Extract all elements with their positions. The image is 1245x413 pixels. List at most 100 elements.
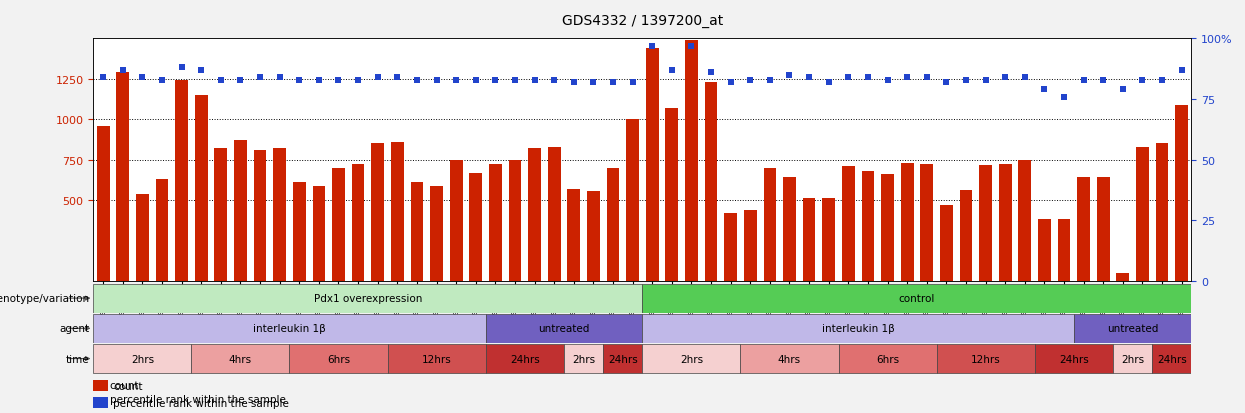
Bar	[642, 314, 1073, 343]
Bar	[274, 149, 286, 281]
Point	[1152, 77, 1172, 84]
Point	[505, 77, 525, 84]
Point	[93, 75, 113, 81]
Point	[976, 77, 996, 84]
Point	[584, 79, 604, 86]
Bar	[901, 164, 914, 281]
Text: 12hrs: 12hrs	[971, 354, 1001, 364]
Bar	[745, 210, 757, 281]
Point	[230, 77, 250, 84]
Point	[564, 79, 584, 86]
Text: 24hrs: 24hrs	[1059, 354, 1088, 364]
Bar	[862, 171, 874, 281]
Point	[1073, 77, 1093, 84]
Bar	[431, 186, 443, 281]
Bar	[666, 109, 679, 281]
Bar	[920, 165, 933, 281]
Bar	[93, 344, 192, 373]
Point	[1015, 75, 1035, 81]
Bar	[842, 167, 854, 281]
Bar	[117, 73, 129, 281]
Text: percentile rank within the sample: percentile rank within the sample	[113, 398, 289, 408]
Text: 4hrs: 4hrs	[229, 354, 251, 364]
Bar	[823, 199, 835, 281]
Bar	[469, 173, 482, 281]
Bar	[195, 96, 208, 281]
Point	[1055, 94, 1074, 101]
Text: Pdx1 overexpression: Pdx1 overexpression	[314, 293, 422, 304]
Text: 6hrs: 6hrs	[327, 354, 350, 364]
Point	[192, 67, 212, 74]
Point	[701, 70, 721, 76]
Bar	[705, 83, 717, 281]
Point	[210, 77, 230, 84]
Point	[486, 77, 505, 84]
Bar	[97, 126, 110, 281]
Point	[995, 75, 1015, 81]
Bar	[214, 149, 227, 281]
Point	[113, 67, 133, 74]
Text: interleukin 1β: interleukin 1β	[822, 323, 894, 334]
Bar	[642, 284, 1191, 313]
Point	[779, 72, 799, 79]
Bar	[1073, 314, 1191, 343]
Point	[898, 75, 918, 81]
Bar	[783, 178, 796, 281]
Bar	[980, 166, 992, 281]
Point	[936, 79, 956, 86]
Bar	[289, 344, 387, 373]
Point	[349, 77, 369, 84]
Text: 24hrs: 24hrs	[510, 354, 539, 364]
Text: control: control	[899, 293, 935, 304]
Bar	[486, 344, 564, 373]
Text: 2hrs: 2hrs	[131, 354, 154, 364]
Bar	[1038, 220, 1051, 281]
Bar	[626, 120, 639, 281]
Point	[1113, 87, 1133, 93]
Point	[642, 43, 662, 50]
Point	[387, 75, 407, 81]
Point	[622, 79, 642, 86]
Bar	[548, 147, 560, 281]
Point	[329, 77, 349, 84]
Bar	[387, 344, 486, 373]
Text: count: count	[113, 381, 143, 391]
Bar	[1117, 273, 1129, 281]
Bar	[685, 41, 697, 281]
Bar	[881, 175, 894, 281]
Text: count: count	[110, 380, 139, 390]
Bar	[1175, 105, 1188, 281]
Bar	[176, 81, 188, 281]
Text: 12hrs: 12hrs	[422, 354, 452, 364]
Bar	[371, 144, 383, 281]
Point	[1093, 77, 1113, 84]
Bar	[568, 189, 580, 281]
Bar	[936, 344, 1035, 373]
Point	[819, 79, 839, 86]
Bar	[606, 169, 619, 281]
Text: 24hrs: 24hrs	[608, 354, 637, 364]
Bar	[254, 151, 266, 281]
Bar	[998, 165, 1011, 281]
Point	[956, 77, 976, 84]
Bar	[192, 344, 289, 373]
Point	[250, 75, 270, 81]
Bar	[93, 314, 486, 343]
Point	[1035, 87, 1055, 93]
Text: 2hrs: 2hrs	[571, 354, 595, 364]
Bar	[352, 165, 365, 281]
Point	[132, 75, 152, 81]
Bar	[741, 344, 839, 373]
Bar	[1035, 344, 1113, 373]
Bar	[136, 194, 148, 281]
Point	[741, 77, 761, 84]
Text: untreated: untreated	[1107, 323, 1158, 334]
Bar	[489, 165, 502, 281]
Bar	[411, 183, 423, 281]
Bar	[509, 161, 522, 281]
Bar	[234, 141, 247, 281]
Bar	[839, 344, 936, 373]
Text: 24hrs: 24hrs	[1157, 354, 1186, 364]
Point	[799, 75, 819, 81]
Point	[309, 77, 329, 84]
